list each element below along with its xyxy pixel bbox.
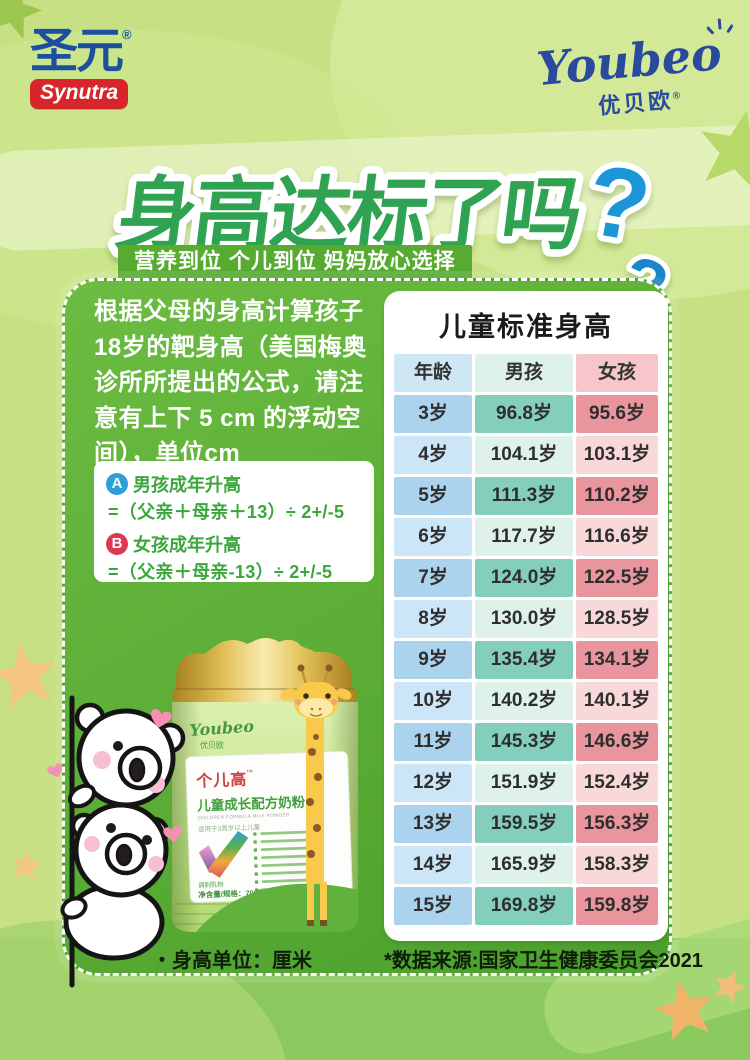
intro-text: 根据父母的身高计算孩子18岁的靶身高（美国梅奥诊所所提出的公式，请注意有上下 5… <box>94 298 367 468</box>
can-brand-script: Youbeo <box>189 717 255 740</box>
data-source-note: *数据来源:国家卫生健康委员会2021 <box>384 950 703 972</box>
product-trademark: ™ <box>246 769 253 776</box>
formula-a-label: 男孩成年升高 <box>133 475 241 495</box>
table-cell: 116.6岁 <box>576 518 658 556</box>
formula-card: A 男孩成年升高 =（父亲＋母亲＋13）÷ 2+/-5 B 女孩成年升高 =（父… <box>94 461 374 582</box>
table-cell: 140.1岁 <box>576 682 658 720</box>
table-cell: 10岁 <box>394 682 472 720</box>
table-cell: 146.6岁 <box>576 723 658 761</box>
product-category-type: 调制乳粉 <box>198 880 225 890</box>
table-cell: 130.0岁 <box>475 600 573 638</box>
table-cell: 122.5岁 <box>576 559 658 597</box>
youbeo-logo-script: Youbeo <box>535 18 734 96</box>
registered-mark: ® <box>122 27 131 42</box>
sparkle-icon <box>706 18 734 35</box>
table-cell: 152.4岁 <box>576 764 658 802</box>
headline: 身高达标了吗 ? ? <box>104 140 684 316</box>
youbeo-logo: Youbeo 优贝欧® <box>535 18 734 126</box>
table-cell: 124.0岁 <box>475 559 573 597</box>
formula-b-row: B 女孩成年升高 <box>106 531 362 557</box>
badge-a: A <box>106 473 128 495</box>
synutra-logo: 圣元® Synutra <box>30 25 132 109</box>
table-cell: 151.9岁 <box>475 764 573 802</box>
giraffe <box>280 664 352 926</box>
table-cell: 6岁 <box>394 518 472 556</box>
height-table-grid: 年龄 男孩 女孩 3岁 96.8岁 95.6岁 4岁 104.1岁 103.1岁 5岁 111.3岁… <box>394 354 658 925</box>
table-cell: 11岁 <box>394 723 472 761</box>
table-title: 儿童标准身高 <box>439 312 613 342</box>
table-cell: 110.2岁 <box>576 477 658 515</box>
formula-b-label: 女孩成年升高 <box>133 535 241 555</box>
table-cell: 145.3岁 <box>475 723 573 761</box>
table-cell: 12岁 <box>394 764 472 802</box>
table-cell: 95.6岁 <box>576 395 658 433</box>
table-cell: 8岁 <box>394 600 472 638</box>
bear-mascots <box>47 695 186 988</box>
badge-b: B <box>106 533 128 555</box>
star-icon <box>8 848 44 884</box>
table-cell: 111.3岁 <box>475 477 573 515</box>
can-label: 个儿高 ™ 儿童成长配方奶粉 CHILDREN FORMULA MILK POW… <box>185 750 353 904</box>
synutra-logo-en: Synutra <box>30 79 129 109</box>
table-cell: 13岁 <box>394 805 472 843</box>
formula-a-equation: =（父亲＋母亲＋13）÷ 2+/-5 <box>108 502 345 522</box>
product-name: 个儿高 <box>195 770 248 791</box>
table-cell: 169.8岁 <box>475 887 573 925</box>
registered-mark: ® <box>672 90 684 103</box>
table-header-cell: 男孩 <box>475 354 573 392</box>
table-cell: 156.3岁 <box>576 805 658 843</box>
subtitle-bar: 营养到位 个儿到位 妈妈放心选择 <box>118 245 472 279</box>
product-category-title: 儿童成长配方奶粉 <box>196 794 306 814</box>
formula-b-equation: =（父亲＋母亲-13）÷ 2+/-5 <box>108 562 333 582</box>
can-brand-cn: 优贝欧 <box>200 740 224 750</box>
table-cell: 159.8岁 <box>576 887 658 925</box>
bear-bottom <box>60 802 170 961</box>
table-cell: 7岁 <box>394 559 472 597</box>
table-cell: 135.4岁 <box>475 641 573 679</box>
headline-text: 身高达标了吗 <box>111 170 584 260</box>
product-suitable: 适用于3周岁以上儿童 <box>198 822 261 833</box>
product-category-en: CHILDREN FORMULA MILK POWDER <box>198 812 291 820</box>
table-cell: 14岁 <box>394 846 472 884</box>
table-cell: 3岁 <box>394 395 472 433</box>
unit-note: ・身高单位：厘米 <box>152 950 312 972</box>
checkmark-graphic <box>198 831 249 878</box>
table-cell: 128.5岁 <box>576 600 658 638</box>
table-cell: 117.7岁 <box>475 518 573 556</box>
label-hill <box>196 883 358 932</box>
synutra-logo-cn: 圣元® <box>30 25 132 78</box>
table-cell: 165.9岁 <box>475 846 573 884</box>
table-cell: 134.1岁 <box>576 641 658 679</box>
table-cell: 9岁 <box>394 641 472 679</box>
table-header-cell: 年龄 <box>394 354 472 392</box>
table-cell: 104.1岁 <box>475 436 573 474</box>
table-cell: 140.2岁 <box>475 682 573 720</box>
table-cell: 103.1岁 <box>576 436 658 474</box>
table-header-cell: 女孩 <box>576 354 658 392</box>
bear-top <box>67 702 186 809</box>
table-cell: 15岁 <box>394 887 472 925</box>
height-table-card: 儿童标准身高 年龄 男孩 女孩 3岁 96.8岁 95.6岁 4岁 104.1岁 103.1岁 5… <box>384 291 668 941</box>
heart-icon <box>47 708 182 843</box>
milk-powder-can: Youbeo 优贝欧 个儿高 ™ 儿童成长配方奶粉 CHILDREN FORMU… <box>172 638 358 932</box>
table-cell: 158.3岁 <box>576 846 658 884</box>
table-cell: 96.8岁 <box>475 395 573 433</box>
formula-a-row: A 男孩成年升高 <box>106 471 362 497</box>
table-cell: 4岁 <box>394 436 472 474</box>
table-cell: 5岁 <box>394 477 472 515</box>
table-cell: 159.5岁 <box>475 805 573 843</box>
